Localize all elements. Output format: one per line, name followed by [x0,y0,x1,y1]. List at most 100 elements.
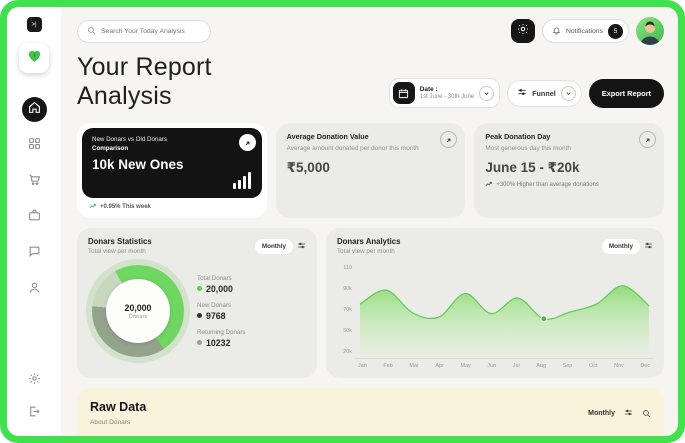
sidebar-item-projects[interactable] [22,205,47,230]
stat-card-peak: Peak Donation Day Most generous day this… [474,123,664,218]
raw-data-titles: Raw Data About Donars [90,400,146,426]
period-selector[interactable]: Monthly [255,239,293,254]
panel-titles: Donars Analytics Total view per month [337,237,400,255]
stat-footnote: +0.95% This week [82,198,262,213]
chevron-down-icon[interactable] [561,86,576,101]
x-tick-label: Dec [640,363,650,369]
x-tick-label: Oct [589,363,597,369]
legend-dot [197,313,202,318]
panel-header: Donars Analytics Total view per month Mo… [337,237,653,255]
sidebar-item-messages[interactable] [22,241,47,266]
search-bar[interactable] [77,20,211,43]
notifications-badge: 5 [608,24,623,39]
funnel-label: Funnel [532,89,556,98]
period-label: Monthly [262,243,286,250]
notifications-label: Notifications [566,28,603,35]
sidebar-nav [22,97,47,302]
open-detail-button[interactable] [639,131,656,148]
topbar-right: Notifications 5 [511,17,664,45]
stat-title-2: Comparison [92,145,252,152]
trend-up-icon [89,202,97,212]
stat-title: Average Donation Value [287,132,430,141]
page-title-line2: Analysis [77,82,172,110]
filter-options-button[interactable] [297,237,306,255]
stat-value: ₹5,000 [287,160,455,176]
charts-row: Donars Statistics Total view per month M… [77,228,664,378]
date-label: Date : [420,86,474,93]
raw-data-subtitle: About Donars [90,419,146,426]
y-tick-label: 20k [343,349,352,355]
stat-value: June 15 - ₹20k [485,160,653,176]
sidebar-item-home[interactable] [22,97,47,122]
legend-value: 20,000 [206,284,233,294]
legend-item: Returning Donars 10232 [197,329,246,348]
header-row: Your Report Analysis Date : 1st June - 3… [77,53,664,110]
gear-icon [28,372,41,390]
data-point-marker[interactable] [541,316,547,322]
sliders-icon [644,237,653,255]
x-tick-label: Sep [563,363,573,369]
sidebar-collapse-button[interactable]: >| [27,17,42,32]
page-title-line1: Your Report [77,53,212,81]
panel-actions: Monthly [255,237,306,255]
search-icon[interactable] [642,409,651,418]
legend-dot [197,340,202,345]
open-detail-button[interactable] [239,134,256,151]
sliders-icon [624,404,633,422]
sidebar-item-logout[interactable] [24,404,44,424]
x-tick-label: Aug [536,363,546,369]
sidebar-item-settings[interactable] [24,371,44,391]
stats-row: New Donars vs Old Donars Comparison 10k … [77,123,664,218]
open-detail-button[interactable] [440,131,457,148]
donut-center-label: Donars [129,314,148,320]
raw-data-card: Raw Data About Donars Monthly [77,388,664,436]
x-tick-label: Jan [358,363,367,369]
avatar[interactable] [636,17,664,45]
analytics-card: Donars Analytics Total view per month Mo… [326,228,664,378]
export-report-button[interactable]: Export Report [589,79,664,108]
main-content: Notifications 5 Your Report Analysis [61,7,678,436]
area-plot: JanFebMarAprMayJunJulAugSepOctNovDec [355,263,653,369]
area-chart: 11090k70k50k20k [337,263,653,369]
area-yaxis: 11090k70k50k20k [337,263,355,369]
funnel-dropdown[interactable]: Funnel [507,80,582,107]
chevron-down-icon[interactable] [479,86,494,101]
donut-legend: Total Donars 20,000 New Donars 9768 Retu… [197,275,246,348]
panel-title: Donars Analytics [337,237,400,246]
app-logo [19,43,49,73]
sliders-icon [517,84,527,102]
app-frame: >| [0,0,685,443]
y-tick-label: 70k [343,307,352,313]
filter-options-button[interactable] [644,237,653,255]
stat-footnote: +300% Higher than average donations [485,180,653,190]
donut-center: 20,000 Donars [106,279,170,343]
heart-logo-icon [26,47,43,69]
legend-item: New Donars 9768 [197,302,246,321]
arrow-up-right-icon [644,131,651,149]
calendar-icon [393,82,415,104]
sliders-icon [297,237,306,255]
legend-label: New Donars [197,302,246,309]
x-tick-label: Apr [435,363,443,369]
sidebar: >| [7,7,61,436]
donut-stats-card: Donars Statistics Total view per month M… [77,228,317,378]
filter-options-button[interactable] [624,404,633,422]
donut-chart: 20,000 Donars [92,265,184,357]
x-tick-label: Mar [409,363,418,369]
legend-label: Total Donars [197,275,246,282]
x-tick-label: Jul [513,363,520,369]
page-title: Your Report Analysis [77,53,212,110]
sidebar-item-store[interactable] [22,169,47,194]
theme-toggle-button[interactable] [511,19,535,43]
period-selector[interactable]: Monthly [588,410,615,417]
legend-item: Total Donars 20,000 [197,275,246,294]
sidebar-item-profile[interactable] [22,277,47,302]
period-selector[interactable]: Monthly [602,239,640,254]
topbar: Notifications 5 [77,17,664,45]
notifications-button[interactable]: Notifications 5 [542,19,629,43]
cart-icon [28,173,41,191]
sidebar-item-dashboard[interactable] [22,133,47,158]
date-picker[interactable]: Date : 1st June - 30th June [389,78,500,108]
search-input[interactable] [101,28,201,35]
area-chart-svg [355,263,653,358]
